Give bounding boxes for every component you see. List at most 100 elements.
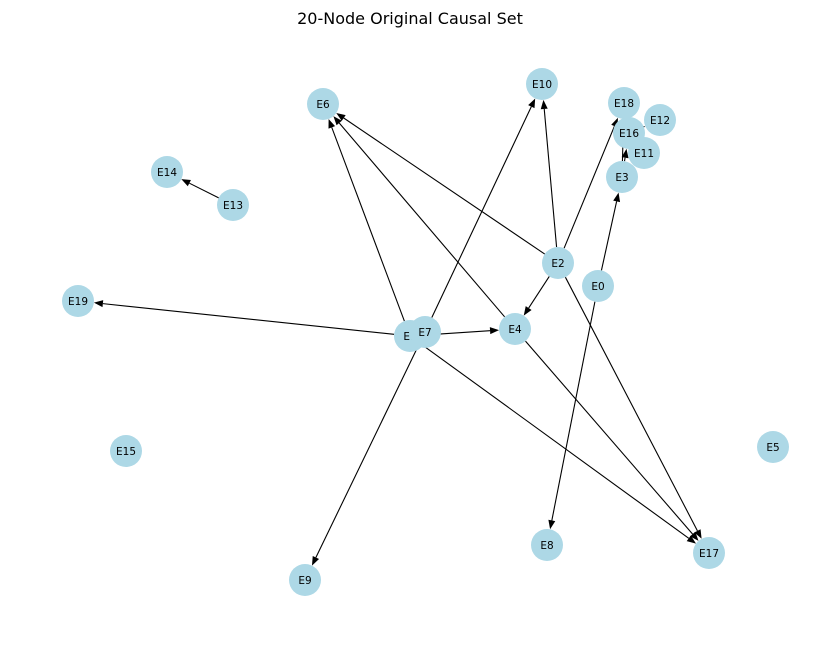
node-circle bbox=[151, 156, 183, 188]
node-E9: E9 bbox=[289, 564, 321, 596]
figure-title: 20-Node Original Causal Set bbox=[297, 9, 523, 28]
node-circle bbox=[542, 247, 574, 279]
node-label: E5 bbox=[766, 442, 779, 454]
edge-E3-to-E16 bbox=[621, 148, 629, 162]
edge-E4-to-E6 bbox=[333, 116, 506, 318]
node-E8: E8 bbox=[531, 529, 563, 561]
arrowhead-icon bbox=[328, 118, 336, 129]
node-circle bbox=[110, 435, 142, 467]
node-E5: E5 bbox=[757, 431, 789, 463]
edge-E2-to-E6 bbox=[336, 112, 546, 255]
node-circle bbox=[499, 313, 531, 345]
edge-line bbox=[623, 157, 626, 162]
edge-line bbox=[343, 117, 546, 255]
node-E7: E7 bbox=[409, 316, 441, 348]
edge-E2-to-E4 bbox=[523, 276, 550, 316]
arrowhead-icon bbox=[93, 300, 104, 308]
arrowhead-icon bbox=[489, 327, 500, 335]
node-label: E16 bbox=[619, 128, 639, 140]
node-E2: E2 bbox=[542, 247, 574, 279]
edge-E13-to-E14 bbox=[181, 179, 219, 199]
arrowhead-icon bbox=[686, 535, 697, 544]
node-E17: E17 bbox=[693, 537, 725, 569]
edge-E0-to-E8 bbox=[548, 301, 596, 530]
arrowhead-icon bbox=[336, 112, 346, 121]
node-E12: E12 bbox=[644, 104, 676, 136]
node-label: E11 bbox=[634, 148, 654, 160]
edge-line bbox=[431, 106, 532, 318]
node-label: E9 bbox=[298, 575, 311, 587]
edge-line bbox=[551, 301, 596, 521]
node-circle bbox=[644, 104, 676, 136]
edge-E1-to-E17 bbox=[422, 344, 697, 544]
node-label: E2 bbox=[551, 258, 564, 270]
node-label: E18 bbox=[614, 98, 634, 110]
node-circle bbox=[608, 87, 640, 119]
arrowhead-icon bbox=[311, 555, 320, 566]
node-label: E10 bbox=[532, 79, 552, 91]
edge-line bbox=[102, 303, 395, 335]
edge-E0-to-E3 bbox=[600, 192, 621, 271]
arrowhead-icon bbox=[689, 531, 699, 541]
node-circle bbox=[582, 270, 614, 302]
edge-line bbox=[189, 182, 219, 199]
node-label: E12 bbox=[650, 115, 670, 127]
node-circle bbox=[307, 88, 339, 120]
arrowhead-icon bbox=[523, 306, 532, 316]
node-circle bbox=[757, 431, 789, 463]
node-label: E15 bbox=[116, 446, 136, 458]
node-circle bbox=[531, 529, 563, 561]
node-E3: E3 bbox=[606, 161, 638, 193]
edge-line bbox=[600, 201, 618, 271]
node-E18: E18 bbox=[608, 87, 640, 119]
node-label: E14 bbox=[157, 167, 177, 179]
node-label: E13 bbox=[223, 200, 243, 212]
node-circle bbox=[613, 117, 645, 149]
edge-line bbox=[338, 122, 506, 318]
node-circle bbox=[217, 189, 249, 221]
edge-line bbox=[543, 108, 558, 248]
node-label: E0 bbox=[591, 281, 604, 293]
edge-E7-to-E10 bbox=[431, 98, 536, 318]
node-E6: E6 bbox=[307, 88, 339, 120]
edge-line bbox=[422, 344, 690, 539]
node-label: E8 bbox=[540, 540, 553, 552]
node-circle bbox=[409, 316, 441, 348]
edge-line bbox=[528, 276, 550, 309]
arrowhead-icon bbox=[548, 519, 556, 530]
arrowhead-icon bbox=[621, 148, 629, 159]
edge-E2-to-E17 bbox=[564, 276, 702, 539]
node-E0: E0 bbox=[582, 270, 614, 302]
arrowhead-icon bbox=[333, 116, 342, 126]
node-label: E7 bbox=[418, 327, 431, 339]
node-circle bbox=[62, 285, 94, 317]
edge-E2-to-E10 bbox=[540, 99, 558, 248]
node-label: E17 bbox=[699, 548, 719, 560]
edge-line bbox=[525, 340, 694, 535]
node-E15: E15 bbox=[110, 435, 142, 467]
edge-line bbox=[564, 276, 698, 532]
arrowhead-icon bbox=[181, 179, 191, 187]
edge-E7-to-E9 bbox=[311, 346, 419, 566]
node-label: E6 bbox=[316, 99, 330, 111]
node-E19: E19 bbox=[62, 285, 94, 317]
edge-line bbox=[563, 125, 615, 249]
node-circle bbox=[693, 537, 725, 569]
node-label: E4 bbox=[508, 324, 522, 336]
node-E14: E14 bbox=[151, 156, 183, 188]
node-circle bbox=[289, 564, 321, 596]
arrowhead-icon bbox=[540, 99, 548, 110]
nodes-layer: E0E1E2E3E4E5E6E7E8E9E10E11E12E13E14E15E1… bbox=[62, 68, 789, 596]
node-circle bbox=[526, 68, 558, 100]
node-E13: E13 bbox=[217, 189, 249, 221]
node-circle bbox=[606, 161, 638, 193]
node-label: E3 bbox=[615, 172, 628, 184]
edge-E4-to-E17 bbox=[525, 340, 699, 541]
edge-line bbox=[315, 346, 419, 558]
edge-E1-to-E6 bbox=[328, 118, 405, 322]
node-E10: E10 bbox=[526, 68, 558, 100]
node-E4: E4 bbox=[499, 313, 531, 345]
arrowhead-icon bbox=[528, 98, 536, 109]
